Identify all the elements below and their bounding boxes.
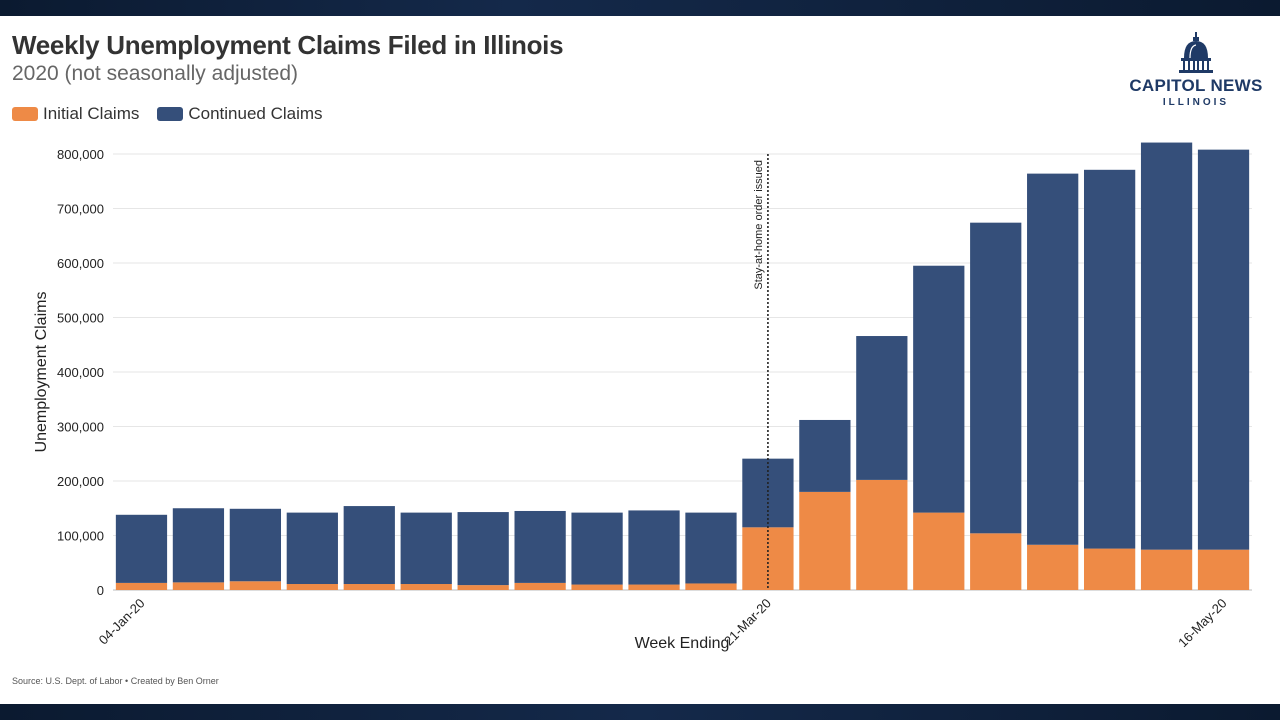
bottom-border (0, 704, 1280, 720)
bar-continued-claims (571, 512, 623, 585)
legend-swatch-initial (12, 107, 38, 121)
bar-continued-claims (742, 458, 794, 528)
bar-initial-claims (913, 512, 965, 590)
bar-initial-claims (115, 582, 168, 590)
legend-label-continued: Continued Claims (188, 104, 323, 123)
bar-continued-claims (1027, 173, 1079, 545)
y-axis-title: Unemployment Claims (33, 292, 50, 453)
chart-title: Weekly Unemployment Claims Filed in Illi… (12, 30, 564, 60)
legend-swatch-continued (157, 107, 184, 121)
bar-initial-claims (1197, 549, 1250, 590)
y-tick-label: 0 (97, 583, 104, 598)
bar-initial-claims (628, 584, 680, 590)
bar-initial-claims (685, 583, 737, 590)
bar-initial-claims (343, 584, 395, 590)
legend-item-continued: Continued Claims (157, 104, 323, 124)
annotations: Stay-at-home order issued (753, 154, 769, 590)
y-tick-label: 200,000 (57, 474, 104, 489)
chart-subtitle: 2020 (not seasonally adjusted) (12, 62, 299, 85)
legend-item-initial: Initial Claims (12, 104, 139, 124)
top-border (0, 0, 1280, 16)
stacked-bar-chart: 0 100,000 200,000 300,000 400,000 500,000 600,… (33, 142, 1252, 652)
bar-continued-claims (115, 514, 168, 583)
logo-text-main: CAPITOL NEWS (1129, 76, 1263, 95)
bar-initial-claims (229, 581, 282, 590)
bar-initial-claims (1083, 548, 1136, 590)
y-tick-label: 300,000 (57, 420, 104, 435)
bar-continued-claims (172, 508, 225, 583)
x-axis-title: Week Ending (635, 635, 730, 652)
bar-continued-claims (1083, 169, 1136, 549)
source-note: Source: U.S. Dept. of Labor • Created by… (12, 676, 219, 686)
bar-initial-claims (856, 479, 908, 590)
bar-continued-claims (1140, 142, 1193, 550)
stay-at-home-annotation: Stay-at-home order issued (753, 160, 765, 290)
bar-continued-claims (343, 506, 395, 585)
bar-initial-claims (457, 585, 509, 590)
bar-initial-claims (286, 584, 338, 590)
x-tick-label: 04-Jan-20 (96, 596, 148, 648)
chart-card: 0 100,000 200,000 300,000 400,000 500,000 600,… (0, 16, 1280, 704)
bar-continued-claims (970, 222, 1022, 534)
bar-continued-claims (799, 419, 851, 492)
bar-initial-claims (799, 491, 851, 590)
y-tick-label: 100,000 (57, 529, 104, 544)
bar-continued-claims (856, 336, 908, 480)
bars (115, 142, 1250, 590)
bar-continued-claims (286, 512, 338, 585)
y-tick-label: 500,000 (57, 311, 104, 326)
capitol-news-logo: CAPITOL NEWS ILLINOIS (1126, 32, 1266, 108)
y-tick-label: 800,000 (57, 147, 104, 162)
gridlines (113, 153, 1252, 591)
bar-continued-claims (229, 508, 282, 582)
bar-continued-claims (685, 512, 737, 584)
bar-initial-claims (1027, 544, 1079, 590)
y-tick-label: 700,000 (57, 202, 104, 217)
x-tick-label: 16-May-20 (1175, 596, 1230, 651)
logo-text-sub: ILLINOIS (1162, 97, 1230, 108)
bar-continued-claims (514, 510, 566, 583)
bar-initial-claims (172, 582, 225, 590)
bar-initial-claims (400, 584, 452, 590)
bar-continued-claims (913, 265, 965, 513)
bar-continued-claims (1197, 149, 1250, 550)
y-axis-ticks: 0 100,000 200,000 300,000 400,000 500,000 600,… (57, 147, 104, 598)
capitol-dome-icon (1179, 32, 1213, 73)
bar-initial-claims (571, 584, 623, 590)
legend-label-initial: Initial Claims (43, 104, 140, 123)
bar-initial-claims (1140, 549, 1193, 590)
y-tick-label: 600,000 (57, 256, 104, 271)
bar-initial-claims (970, 533, 1022, 590)
bar-continued-claims (457, 512, 509, 586)
y-tick-label: 400,000 (57, 365, 104, 380)
bar-continued-claims (628, 510, 680, 585)
legend: Initial Claims Continued Claims (12, 104, 341, 124)
bar-initial-claims (514, 582, 566, 590)
bar-continued-claims (400, 512, 452, 585)
